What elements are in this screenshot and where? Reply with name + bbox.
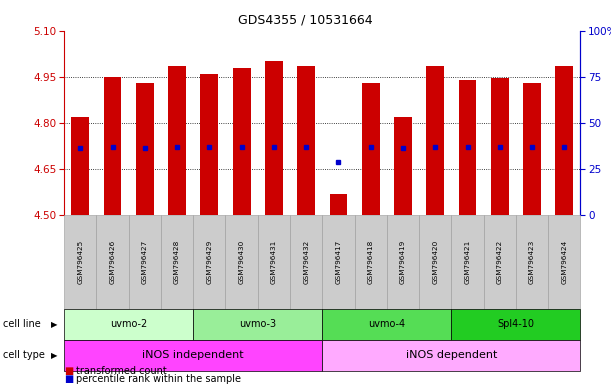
Text: transformed count: transformed count: [76, 366, 167, 376]
Bar: [362, 83, 379, 215]
Text: GSM796429: GSM796429: [207, 240, 213, 284]
Text: percentile rank within the sample: percentile rank within the sample: [76, 374, 241, 384]
Text: uvmo-3: uvmo-3: [239, 319, 276, 329]
Text: ▶: ▶: [51, 320, 57, 329]
Text: GDS4355 / 10531664: GDS4355 / 10531664: [238, 13, 373, 26]
Text: iNOS dependent: iNOS dependent: [406, 350, 497, 360]
Text: GSM796419: GSM796419: [400, 240, 406, 284]
Text: ■: ■: [64, 366, 73, 376]
Bar: [491, 78, 508, 215]
Text: cell line: cell line: [3, 319, 41, 329]
Text: cell type: cell type: [3, 350, 45, 360]
Text: GSM796431: GSM796431: [271, 240, 277, 284]
Text: GSM796425: GSM796425: [77, 240, 83, 284]
Text: GSM796417: GSM796417: [335, 240, 342, 284]
Bar: [298, 66, 315, 215]
Text: GSM796420: GSM796420: [432, 240, 438, 284]
Bar: [555, 66, 573, 215]
Bar: [265, 61, 283, 215]
Text: GSM796427: GSM796427: [142, 240, 148, 284]
Bar: [426, 66, 444, 215]
Text: GSM796424: GSM796424: [562, 240, 568, 284]
Text: GSM796432: GSM796432: [303, 240, 309, 284]
Text: GSM796423: GSM796423: [529, 240, 535, 284]
Bar: [71, 117, 89, 215]
Text: GSM796418: GSM796418: [368, 240, 374, 284]
Text: GSM796426: GSM796426: [109, 240, 115, 284]
Text: GSM796422: GSM796422: [497, 240, 503, 284]
Bar: [233, 68, 251, 215]
Bar: [136, 83, 154, 215]
Bar: [168, 66, 186, 215]
Bar: [394, 117, 412, 215]
Text: uvmo-2: uvmo-2: [110, 319, 147, 329]
Text: ▶: ▶: [51, 351, 57, 360]
Bar: [104, 77, 122, 215]
Text: GSM796428: GSM796428: [174, 240, 180, 284]
Text: Spl4-10: Spl4-10: [497, 319, 535, 329]
Bar: [459, 80, 477, 215]
Bar: [329, 194, 347, 215]
Text: iNOS independent: iNOS independent: [142, 350, 244, 360]
Text: GSM796421: GSM796421: [464, 240, 470, 284]
Text: ■: ■: [64, 374, 73, 384]
Text: uvmo-4: uvmo-4: [368, 319, 406, 329]
Text: GSM796430: GSM796430: [239, 240, 244, 284]
Bar: [200, 74, 218, 215]
Bar: [523, 83, 541, 215]
